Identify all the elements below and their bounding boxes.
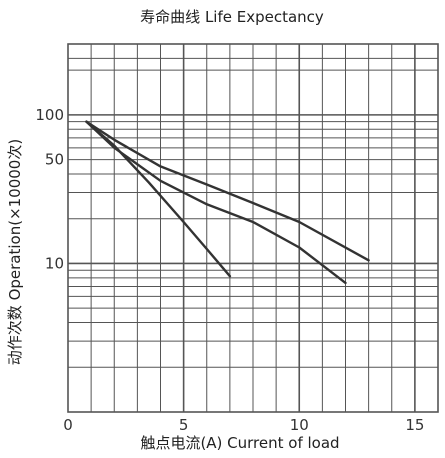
- curves: [85, 120, 370, 285]
- x-tick-label: 0: [63, 416, 73, 434]
- life-curve: [85, 120, 370, 262]
- x-tick-labels: 0 5 10 15: [63, 416, 424, 434]
- life-curve: [85, 120, 347, 285]
- life-curve: [85, 120, 232, 278]
- x-axis-label: 触点电流(A) Current of load: [140, 434, 339, 452]
- y-axis-label: 动作次数 Operation(×10000次): [6, 139, 24, 365]
- y-tick-label: 10: [45, 254, 64, 272]
- x-tick-label: 10: [290, 416, 309, 434]
- y-tick-label: 100: [35, 106, 64, 124]
- x-tick-label: 15: [405, 416, 424, 434]
- grid: [67, 43, 439, 413]
- chart-title: 寿命曲线 Life Expectancy: [140, 8, 324, 26]
- y-tick-labels: 100 50 10: [35, 106, 64, 273]
- x-tick-label: 5: [179, 416, 189, 434]
- y-tick-label: 50: [45, 151, 64, 169]
